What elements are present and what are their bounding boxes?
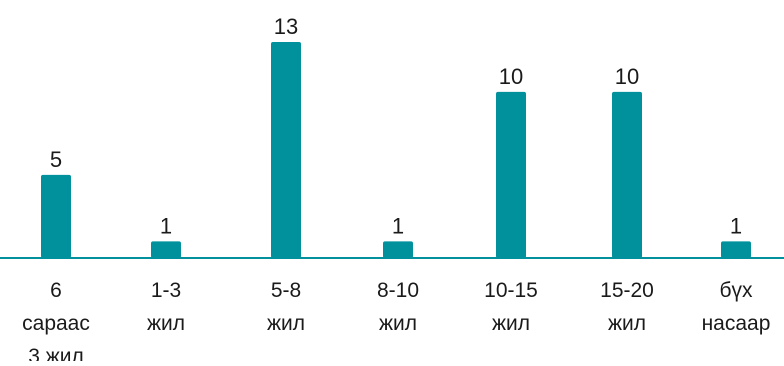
value-label-0: 5 — [50, 147, 62, 172]
x-tick-label-6-line-1: насаар — [702, 312, 771, 335]
bar-4 — [496, 91, 526, 258]
x-tick-label-3-line-0: 8-10 — [377, 279, 419, 302]
bar-2 — [271, 42, 301, 258]
x-tick-label-2: 5-8 жил — [267, 279, 305, 335]
x-tick-label-5-line-1: жил — [608, 312, 646, 335]
value-label-4: 10 — [499, 64, 523, 89]
x-tick-label-2-line-1: жил — [267, 312, 305, 335]
x-tick-label-6-line-0: бүх — [719, 279, 753, 302]
bar-1 — [151, 241, 181, 258]
bar-3 — [383, 241, 413, 258]
bar-6 — [721, 241, 751, 258]
x-tick-label-0-line-2: 3 жил — [28, 345, 84, 361]
x-tick-label-5-line-0: 15-20 — [600, 279, 654, 302]
x-tick-label-6: бүх насаар — [702, 279, 771, 335]
x-tick-label-1-line-1: жил — [147, 312, 185, 335]
x-tick-label-3-line-1: жил — [379, 312, 417, 335]
x-tick-label-3: 8-10 жил — [377, 279, 419, 335]
x-tick-label-1: 1-3 жил — [147, 279, 185, 335]
x-tick-label-0: 6 сараас 3 жил — [22, 279, 90, 366]
value-label-5: 10 — [615, 64, 639, 89]
value-label-1: 1 — [160, 213, 172, 238]
bar-5 — [612, 91, 642, 258]
bars-layer — [41, 42, 751, 258]
x-tick-label-4: 10-15 жил — [484, 279, 538, 335]
value-label-2: 13 — [274, 14, 298, 39]
bar-0 — [41, 174, 71, 258]
value-label-3: 1 — [392, 213, 404, 238]
x-tick-label-4-line-1: жил — [492, 312, 530, 335]
x-tick-label-1-line-0: 1-3 — [151, 279, 181, 302]
x-tick-label-2-line-0: 5-8 — [271, 279, 301, 302]
x-tick-label-0-line-0: 6 — [50, 279, 62, 302]
x-tick-label-0-line-1: сараас — [22, 312, 90, 335]
x-tick-label-5: 15-20 жил — [600, 279, 654, 335]
x-tick-label-4-line-0: 10-15 — [484, 279, 538, 302]
value-labels-layer: 5 1 13 1 10 10 1 — [50, 14, 742, 238]
value-label-6: 1 — [730, 213, 742, 238]
